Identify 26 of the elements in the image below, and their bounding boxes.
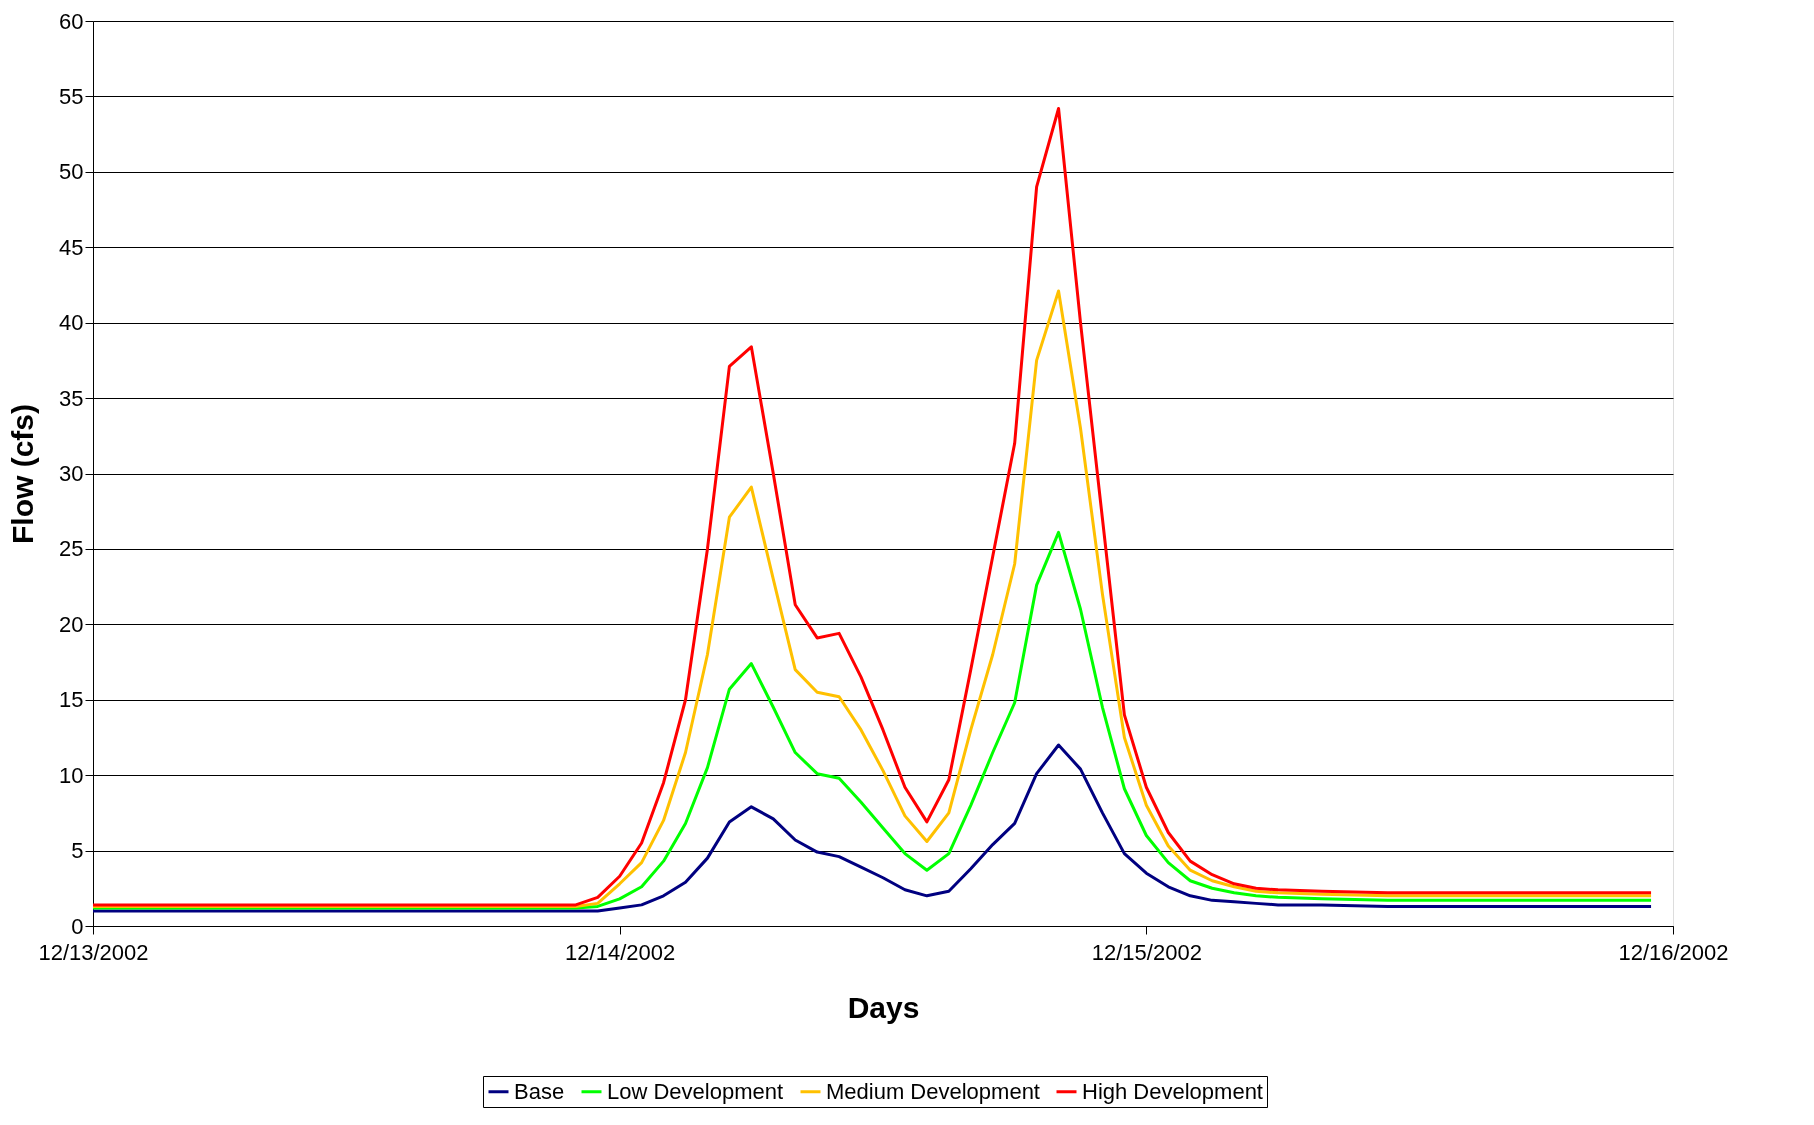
x-axis-title: Days bbox=[847, 990, 920, 1024]
y-tick-label: 15 bbox=[59, 687, 84, 713]
x-tick-label: 12/15/2002 bbox=[1091, 939, 1202, 965]
y-tick-label: 35 bbox=[59, 385, 84, 411]
line-series bbox=[91, 289, 1653, 908]
y-tick-label: 20 bbox=[59, 611, 84, 637]
y-tick-label: 10 bbox=[59, 762, 84, 788]
y-tick-label: 55 bbox=[59, 83, 84, 109]
y-tick-label: 60 bbox=[59, 8, 84, 34]
x-tick-label: 12/16/2002 bbox=[1618, 939, 1729, 965]
y-tick-label: 45 bbox=[59, 234, 84, 260]
line-series bbox=[91, 106, 1653, 907]
y-tick-label: 25 bbox=[59, 536, 84, 562]
legend-label: High Development bbox=[1082, 1078, 1263, 1104]
y-tick-label: 30 bbox=[59, 461, 84, 486]
y-tick-label: 5 bbox=[71, 838, 84, 864]
y-tick-label: 40 bbox=[59, 310, 84, 336]
legend-label: Medium Development bbox=[826, 1078, 1040, 1104]
y-axis-title: Flow (cfs) bbox=[6, 404, 40, 544]
x-tick-label: 12/14/2002 bbox=[565, 939, 676, 965]
y-tick-label: 50 bbox=[59, 159, 84, 185]
line-series bbox=[91, 743, 1653, 913]
y-tick-label: 0 bbox=[71, 913, 84, 939]
legend-label: Base bbox=[514, 1078, 565, 1104]
x-tick-label: 12/13/2002 bbox=[38, 939, 149, 965]
legend-label: Low Development bbox=[607, 1078, 784, 1104]
